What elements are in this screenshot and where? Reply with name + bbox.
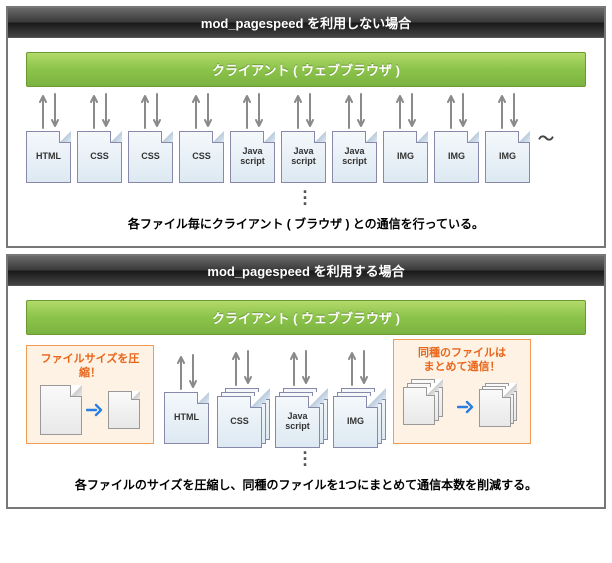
file-icon: IMG xyxy=(434,131,479,183)
file-stack-merged-icon xyxy=(479,383,521,431)
file-icon: Javascript xyxy=(275,396,320,448)
group-body xyxy=(402,379,522,435)
arrows-updown-icon xyxy=(140,91,162,131)
arrows-updown-icon xyxy=(89,91,111,131)
panel-without-pagespeed: mod_pagespeed を利用しない場合 クライアント ( ウェブブラウザ … xyxy=(6,6,606,248)
group-feature: 同種のファイルはまとめて通信！ xyxy=(393,339,531,444)
file-icon: IMG xyxy=(485,131,530,183)
file-col: CSS xyxy=(128,91,173,183)
file-label: CSS xyxy=(90,152,109,162)
panel-body: クライアント ( ウェブブラウザ ) HTML CSS CSS CSS Javascri… xyxy=(8,38,604,246)
arrow-right-icon xyxy=(86,402,104,418)
panel-caption: 各ファイルのサイズを圧縮し、同種のファイルを1つにまとめて通信本数を削減する。 xyxy=(26,476,586,493)
file-icon: IMG xyxy=(383,131,428,183)
content-row: ファイルサイズを圧縮！ HTML CSS Javascript IMG 同種のファイル… xyxy=(26,339,586,444)
file-small-icon xyxy=(108,391,140,429)
file-stack: CSS xyxy=(217,388,267,444)
file-icon: Javascript xyxy=(281,131,326,183)
file-icon: CSS xyxy=(217,396,262,448)
file-stack-icon xyxy=(403,379,453,435)
file-label: CSS xyxy=(141,152,160,162)
panel-title: mod_pagespeed を利用しない場合 xyxy=(8,8,604,38)
arrows-updown-icon xyxy=(191,91,213,131)
arrows-updown-icon xyxy=(293,91,315,131)
file-label: HTML xyxy=(36,152,61,162)
file-label: Javascript xyxy=(291,147,316,167)
file-icon: HTML xyxy=(164,392,209,444)
file-icon: CSS xyxy=(179,131,224,183)
file-icon: CSS xyxy=(128,131,173,183)
vertical-ellipsis-icon: ··· xyxy=(26,450,586,468)
arrows-updown-icon xyxy=(395,91,417,131)
file-col: Javascript xyxy=(275,348,325,444)
arrows-updown-icon xyxy=(446,91,468,131)
compress-body xyxy=(35,385,145,435)
files-row: HTML CSS Javascript IMG xyxy=(164,348,383,444)
arrow-right-icon xyxy=(457,399,475,415)
arrows-updown-icon xyxy=(289,348,311,388)
group-title: 同種のファイルはまとめて通信！ xyxy=(402,346,522,375)
panel-title: mod_pagespeed を利用する場合 xyxy=(8,256,604,286)
file-label: Javascript xyxy=(240,147,265,167)
file-icon: Javascript xyxy=(332,131,377,183)
file-large-icon xyxy=(40,385,82,435)
file-col: CSS xyxy=(77,91,122,183)
file-label: IMG xyxy=(397,152,414,162)
file-col: CSS xyxy=(217,348,267,444)
file-col: Javascript xyxy=(332,91,377,183)
file-icon: IMG xyxy=(333,396,378,448)
file-icon: CSS xyxy=(77,131,122,183)
file-label: IMG xyxy=(499,152,516,162)
file-label: IMG xyxy=(448,152,465,162)
arrows-updown-icon xyxy=(242,91,264,131)
arrows-updown-icon xyxy=(347,348,369,388)
file-col: IMG xyxy=(383,91,428,183)
file-icon: Javascript xyxy=(230,131,275,183)
file-col: HTML xyxy=(26,91,71,183)
files-row: HTML CSS CSS CSS Javascript Javascript Javascr… xyxy=(26,91,586,183)
arrows-updown-icon xyxy=(176,352,198,392)
file-label: Javascript xyxy=(342,147,367,167)
tilde-icon: 〜 xyxy=(538,125,554,149)
panel-with-pagespeed: mod_pagespeed を利用する場合 クライアント ( ウェブブラウザ )… xyxy=(6,254,606,509)
arrows-updown-icon xyxy=(231,348,253,388)
arrows-updown-icon xyxy=(497,91,519,131)
file-col: CSS xyxy=(179,91,224,183)
file-icon xyxy=(403,387,435,425)
file-col: IMG xyxy=(434,91,479,183)
file-col: IMG xyxy=(333,348,383,444)
arrows-updown-icon xyxy=(38,91,60,131)
vertical-ellipsis-icon: ··· xyxy=(26,189,586,207)
client-bar: クライアント ( ウェブブラウザ ) xyxy=(26,52,586,87)
file-col: HTML xyxy=(164,352,209,444)
file-col: IMG xyxy=(485,91,530,183)
panel-body: クライアント ( ウェブブラウザ ) ファイルサイズを圧縮！ HTML CSS Ja… xyxy=(8,286,604,507)
file-label: CSS xyxy=(230,417,249,427)
file-icon xyxy=(479,389,511,427)
file-stack: IMG xyxy=(333,388,383,444)
file-col: Javascript xyxy=(230,91,275,183)
client-bar: クライアント ( ウェブブラウザ ) xyxy=(26,300,586,335)
file-stack: Javascript xyxy=(275,388,325,444)
panel-caption: 各ファイル毎にクライアント ( ブラウザ ) との通信を行っている。 xyxy=(26,215,586,232)
file-col: Javascript xyxy=(281,91,326,183)
arrows-updown-icon xyxy=(344,91,366,131)
file-label: CSS xyxy=(192,152,211,162)
compress-feature: ファイルサイズを圧縮！ xyxy=(26,345,154,444)
file-label: HTML xyxy=(174,413,199,423)
compress-title: ファイルサイズを圧縮！ xyxy=(35,352,145,381)
file-label: Javascript xyxy=(285,412,310,432)
file-label: IMG xyxy=(347,417,364,427)
file-icon: HTML xyxy=(26,131,71,183)
